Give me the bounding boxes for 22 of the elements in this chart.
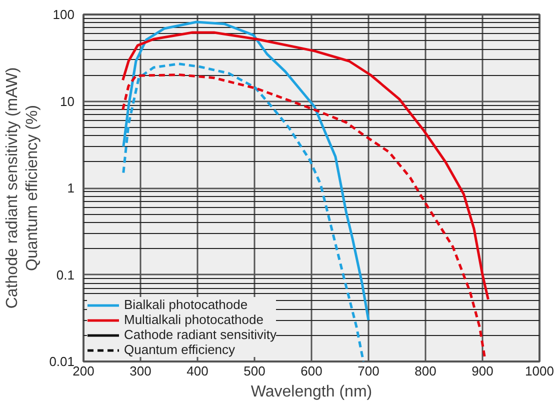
x-tick-label: 300 (130, 364, 152, 378)
y-tick-label: 10 (60, 94, 75, 109)
y-tick-label: 0.01 (49, 354, 75, 369)
line-series (122, 31, 490, 301)
annotation: Quantum efficiency (124, 342, 236, 357)
y-tick-label: 1 (67, 180, 75, 196)
x-tick-label: 900 (472, 364, 494, 378)
x-tick-label: 700 (358, 364, 380, 378)
y-tick-label: 0.1 (56, 267, 75, 282)
line-series (122, 74, 486, 360)
x-tick-label: 1000 (525, 364, 554, 378)
x-axis-title: Wavelength (nm) (250, 384, 372, 400)
legend-label: Multialkali photocathode (124, 312, 264, 327)
annotation: Cathode radiant sensitivity (124, 327, 276, 342)
x-tick-label: 500 (244, 364, 266, 378)
x-tick-label: 800 (414, 364, 436, 378)
x-tick-label: 600 (300, 364, 322, 378)
y-axis-title: Cathode radiant sensitivity (mAW) Quantum efficiency (%) (4, 67, 42, 309)
legend-label: Bialkali photocathode (124, 297, 248, 312)
x-tick-label: 200 (72, 364, 94, 378)
y-tick-label: 100 (52, 7, 75, 22)
x-tick-label: 400 (186, 364, 208, 378)
